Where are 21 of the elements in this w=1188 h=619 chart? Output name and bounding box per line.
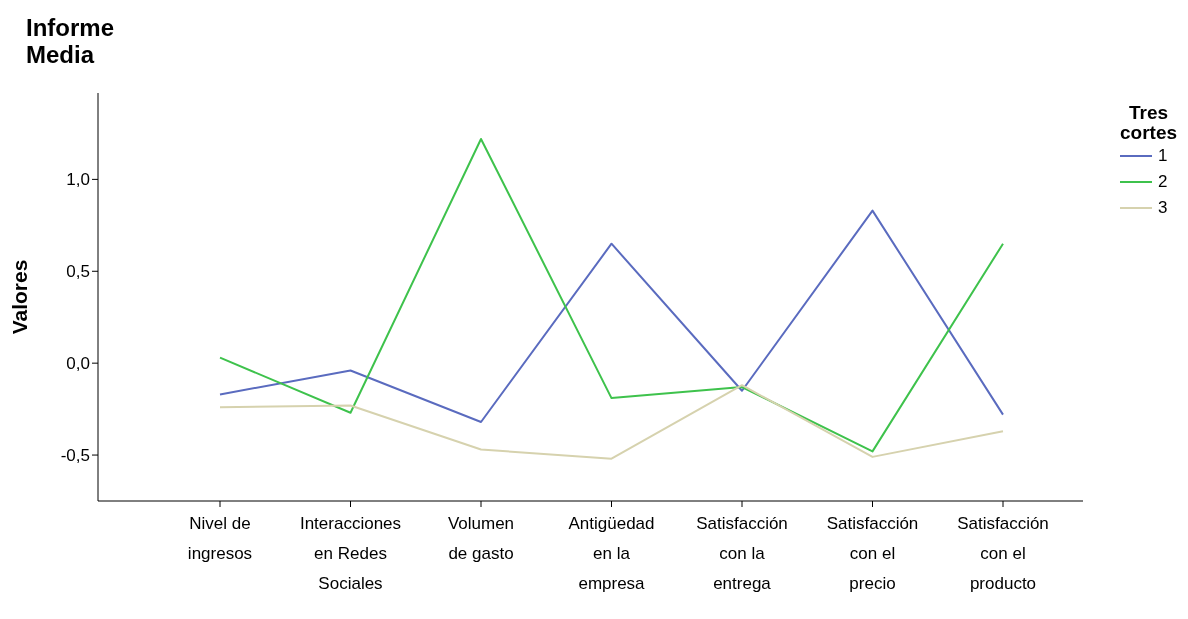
x-tick-label: Satisfacción con la entrega bbox=[696, 514, 788, 593]
chart-subtitle: Media bbox=[26, 41, 96, 68]
x-tick-label: Satisfacción con el precio bbox=[826, 514, 919, 593]
y-tick-label: 0,5 bbox=[66, 262, 90, 282]
y-tick-label: -0,5 bbox=[60, 446, 90, 466]
line-series bbox=[219, 384, 1004, 460]
line-series bbox=[219, 137, 1004, 453]
y-axis-title: Valores bbox=[8, 259, 32, 335]
line-series bbox=[219, 209, 1004, 423]
chart-title: Informe bbox=[26, 14, 115, 41]
x-tick-label: Antigüedad en la empresa bbox=[568, 514, 655, 593]
legend-title: Tres cortes bbox=[1120, 102, 1178, 143]
x-tick-label: Satisfacción con el producto bbox=[957, 514, 1049, 593]
x-tick-label: Volumen de gasto bbox=[447, 514, 515, 563]
x-tick-label: Interacciones en Redes Sociales bbox=[299, 514, 402, 593]
legend-label: 3 bbox=[1158, 198, 1168, 218]
legend-label: 1 bbox=[1158, 146, 1168, 166]
legend-label: 2 bbox=[1158, 172, 1168, 192]
x-tick-label: Nivel de ingresos bbox=[187, 514, 253, 563]
y-tick-label: 0,0 bbox=[66, 354, 90, 374]
y-tick-label: 1,0 bbox=[66, 170, 90, 190]
